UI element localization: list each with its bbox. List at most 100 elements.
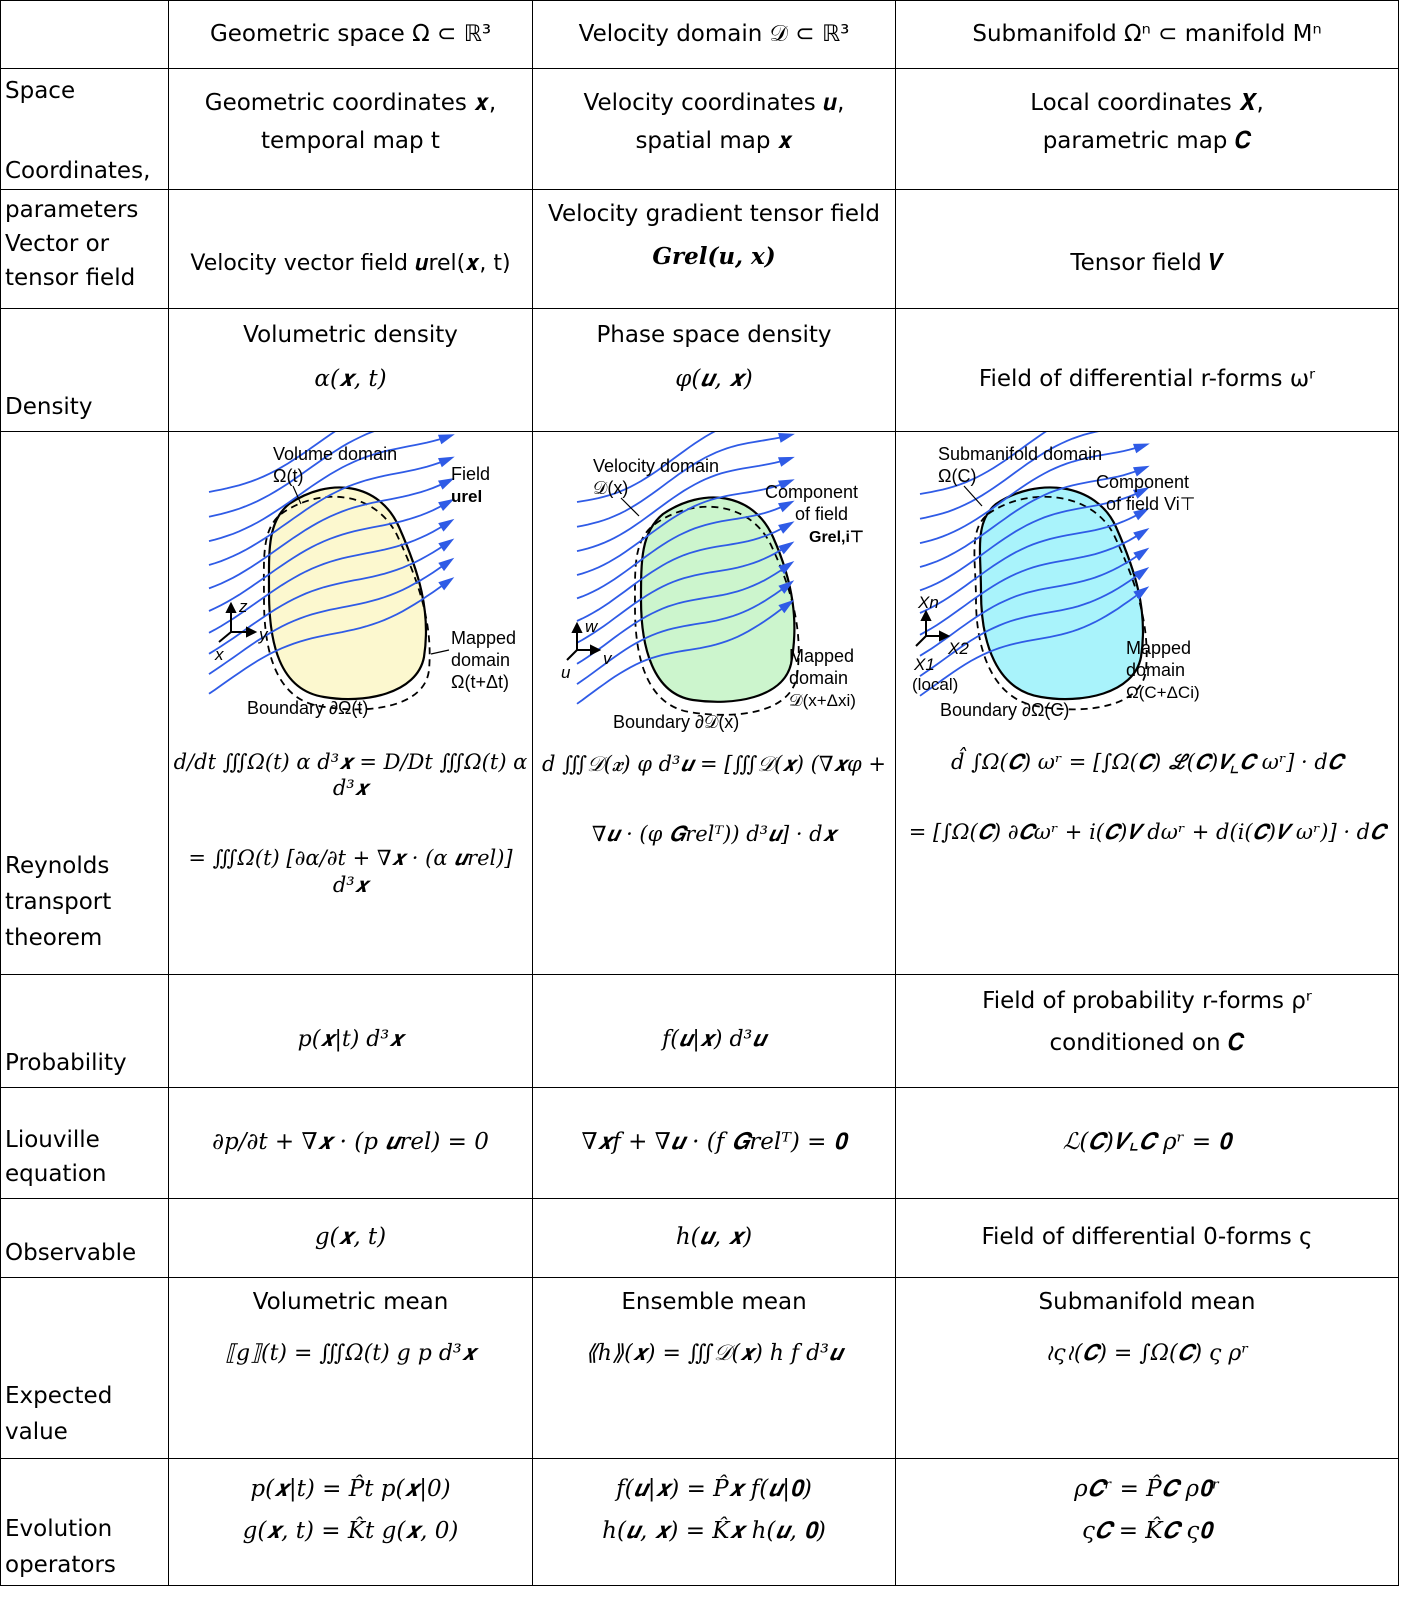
row-label-field: parameters Vector or tensor field (0, 189, 169, 309)
expected-velocity: Ensemble mean ⟪h⟫(𝒙) = ∭𝒟(𝒙) h f d³𝒖 (532, 1277, 896, 1459)
streamline-arrowhead (438, 557, 455, 572)
field-label: Component (765, 482, 858, 502)
row-label-space: Space Coordinates, (0, 68, 169, 190)
observable-submanifold: Field of differential 0-forms ς (895, 1198, 1399, 1278)
row-label-text: Vector or (5, 231, 110, 257)
streamline-arrowhead (778, 500, 795, 513)
row-density: Density Volumetric density α(𝒙, t) Phase… (0, 308, 1399, 432)
row-label-text: operators (5, 1552, 116, 1578)
domain-symbol: Ω(t) (273, 466, 303, 486)
liouville-geometric: ∂p/∂t + ∇𝒙 · (p 𝒖rel) = 0 (168, 1087, 533, 1199)
row-label-text: value (5, 1419, 68, 1445)
leader-line (292, 485, 302, 505)
cell-text: Ensemble mean (621, 1289, 807, 1315)
row-label-text: theorem (5, 925, 103, 951)
cell-math: g(𝒙, t) = K̂t g(𝒙, 0) (242, 1517, 459, 1544)
header-label: Velocity domain 𝒟 ⊂ ℝ³ (578, 20, 850, 47)
mapped-label: domain (451, 650, 510, 670)
domain-label: Submanifold domain (938, 444, 1102, 464)
streamline-arrowhead (438, 577, 455, 591)
cell-text: Volumetric mean (252, 1289, 449, 1315)
liouville-velocity: ∇𝒙f + ∇𝒖 · (f 𝑮relᵀ) = 𝟎 (532, 1087, 896, 1199)
row-label-reynolds: Reynolds transport theorem (0, 431, 169, 975)
probability-geometric: p(𝒙|t) d³𝒙 (168, 974, 533, 1088)
mapped-label: domain (789, 668, 848, 688)
streamline (576, 501, 792, 600)
streamline-arrowhead (778, 456, 795, 467)
field-geometric: Velocity vector field 𝒖rel(𝒙, t) (168, 189, 533, 309)
reynolds-equation-line1: d/dt ∭Ω(t) α d³𝒙 = D/Dt ∭Ω(t) α d³𝒙 (173, 749, 528, 801)
liouville-submanifold: ℒ(𝑪)𝑽⌞𝑪 ρʳ = 𝟎 (895, 1087, 1399, 1199)
axis-label-xn: Xn (917, 593, 939, 612)
streamlines (576, 408, 795, 705)
domain-symbol: 𝒟(x) (593, 478, 628, 498)
row-label-text: parameters (5, 197, 139, 223)
domain-label: Velocity domain (593, 456, 719, 476)
axis-label-x: x (214, 645, 224, 664)
reynolds-equation-line2: ∇𝒖 · (φ 𝑮relᵀ)) d³𝒖] · d𝒙 (591, 822, 837, 847)
streamline (208, 578, 452, 695)
cell-math: h(𝒖, 𝒙) = K̂𝒙 h(𝒖, 𝟎) (602, 1517, 826, 1544)
streamline (208, 559, 452, 675)
cell-math: ∂p/∂t + ∇𝒙 · (p 𝒖rel) = 0 (212, 1129, 489, 1156)
row-label-text: transport (5, 889, 112, 915)
axis-label-v: v (603, 649, 613, 668)
cell-math: p(𝒙|t) = P̂t p(𝒙|0) (250, 1476, 451, 1502)
streamline (919, 443, 1147, 544)
streamline (919, 529, 1147, 636)
streamline-arrowhead (1133, 443, 1150, 454)
axis-label-u: u (561, 663, 571, 682)
field-label: Component (1096, 472, 1189, 492)
axis-triad (915, 609, 951, 647)
header-label: Submanifold Ωⁿ ⊂ manifold Mⁿ (972, 20, 1322, 47)
streamline-arrowhead (1133, 487, 1150, 499)
mapped-label: Mapped (789, 646, 854, 666)
row-label-text: Coordinates, (5, 158, 151, 184)
boundary-label: Boundary ∂Ω(t) (247, 698, 368, 718)
field-label: Field (451, 464, 490, 484)
streamline-arrowhead (778, 541, 795, 555)
cell-math: ς𝑪 = K̂𝑪 ς𝟎 (1081, 1517, 1213, 1544)
streamline (208, 434, 452, 542)
streamline (576, 434, 792, 528)
evolution-submanifold: ρ𝑪ʳ = P̂𝑪 ρ𝟎ʳ ς𝑪 = K̂𝑪 ς𝟎 (895, 1458, 1399, 1586)
cell-text: Velocity coordinates 𝒖, (583, 90, 845, 116)
streamlines (919, 395, 1150, 697)
streamline (919, 549, 1147, 657)
streamline (576, 562, 792, 665)
field-submanifold: Tensor field 𝑽 (895, 189, 1399, 309)
field-label: of field Vi⊤ (1106, 494, 1195, 514)
axis-label-x2: X2 (947, 639, 969, 658)
boundary-label: Boundary ∂𝒟(x) (613, 712, 739, 732)
cell-text: spatial map 𝒙 (635, 127, 793, 154)
cell-math: h(𝒖, 𝒙) (675, 1224, 753, 1251)
cell-text: parametric map 𝑪 (1042, 127, 1252, 154)
mapped-domain-outline (634, 505, 800, 716)
row-label-text: Probability (5, 1050, 127, 1076)
cell-text: Field of differential 0-forms ς (981, 1224, 1313, 1251)
streamline (576, 542, 792, 644)
density-geometric: Volumetric density α(𝒙, t) (168, 308, 533, 432)
density-submanifold: Field of differential r-forms ωʳ (895, 308, 1399, 432)
cell-text: Velocity gradient tensor field (548, 201, 880, 227)
observable-velocity: h(𝒖, 𝒙) (532, 1198, 896, 1278)
reynolds-geometric: z y x Volume domain Ω(t) Field urel Mapp… (168, 386, 533, 975)
cell-math: ⟪h⟫(𝒙) = ∭𝒟(𝒙) h f d³𝒖 (585, 1340, 843, 1366)
row-label-text: Density (5, 394, 93, 420)
row-observable: Observable g(𝒙, t) h(𝒖, 𝒙) Field of diff… (0, 1198, 1399, 1278)
streamline-arrowhead (438, 434, 455, 445)
streamline-arrowhead (438, 518, 455, 532)
field-velocity: Velocity gradient tensor field 𝑮rel(𝒖, 𝒙… (532, 189, 896, 309)
row-field: parameters Vector or tensor field Veloci… (0, 189, 1399, 309)
row-label-text: Reynolds (5, 853, 110, 879)
streamline (208, 520, 452, 634)
row-evolution: Evolution operators p(𝒙|t) = P̂t p(𝒙|0) … (0, 1458, 1399, 1586)
header-row: Geometric space Ω ⊂ ℝ³ Velocity domain 𝒟… (0, 0, 1399, 69)
cell-text: Phase space density (596, 322, 832, 348)
field-symbol: Grel,i⊤ (809, 529, 864, 546)
streamline-arrowhead (438, 478, 455, 490)
streamline-arrowhead (1133, 528, 1150, 541)
evolution-velocity: f(𝒖|𝒙) = P̂𝒙 f(𝒖|𝟎) h(𝒖, 𝒙) = K̂𝒙 h(𝒖, 𝟎… (532, 1458, 896, 1586)
field-label: of field (795, 504, 848, 524)
reynolds-equation-line1: d ∭𝒟(𝒙) φ d³𝒖 = [∭𝒟(𝒙) (∇𝒙φ + (542, 751, 886, 776)
